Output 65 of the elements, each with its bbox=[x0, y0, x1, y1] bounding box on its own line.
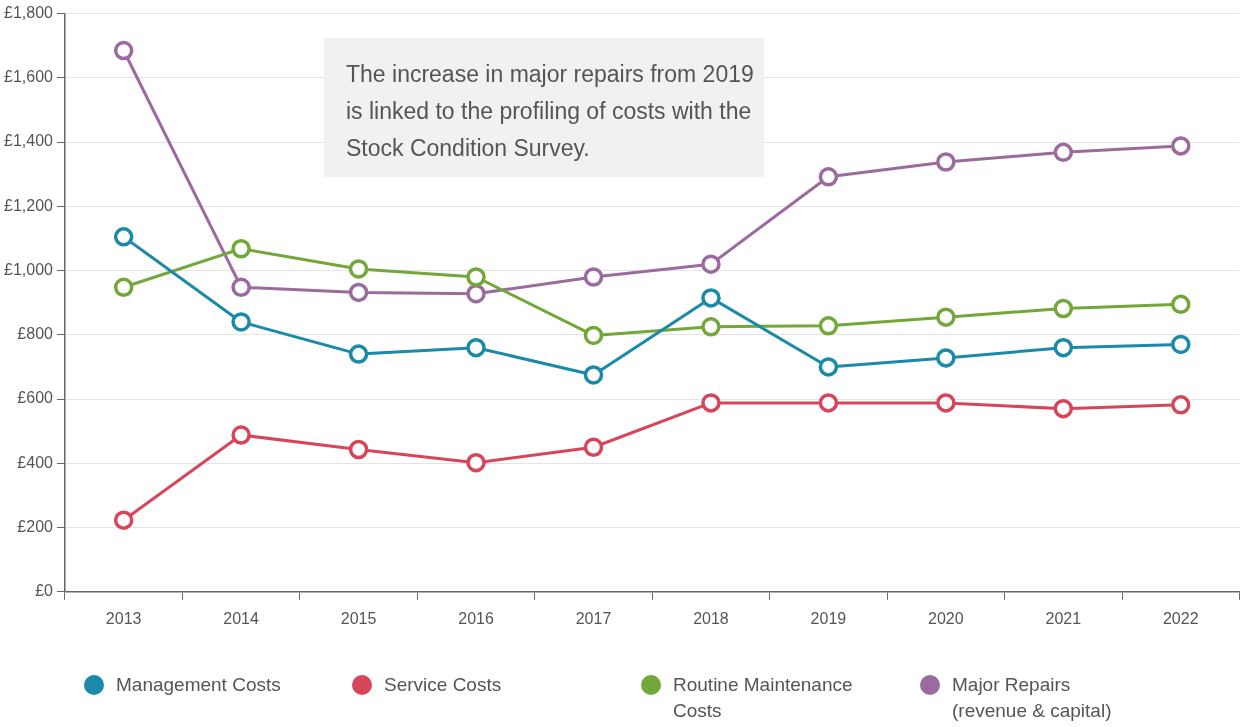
x-tick-label: 2022 bbox=[1162, 609, 1199, 627]
point bbox=[1171, 136, 1191, 156]
legend-label: Routine Maintenance Costs bbox=[673, 673, 854, 723]
point bbox=[113, 40, 134, 61]
y-tick-label: £1,400 bbox=[4, 132, 54, 150]
point bbox=[348, 259, 369, 279]
point bbox=[701, 254, 721, 274]
point bbox=[1171, 334, 1191, 355]
legend-label: Service Costs bbox=[384, 673, 502, 697]
point bbox=[701, 288, 721, 308]
point bbox=[936, 152, 956, 172]
point bbox=[231, 312, 251, 332]
x-tick-label: 2016 bbox=[458, 609, 494, 627]
annotation: The increase in major repairs from 2019 is linked to the profiling of costs with the Stock Condition Survey. bbox=[324, 38, 764, 177]
legend-label: Major Repairs (revenue & capital) bbox=[952, 673, 1113, 723]
point bbox=[1171, 395, 1191, 415]
point bbox=[818, 316, 839, 336]
point bbox=[231, 277, 251, 298]
point bbox=[466, 337, 486, 358]
point bbox=[1053, 398, 1074, 419]
x-tick-label: 2013 bbox=[105, 609, 142, 627]
point bbox=[348, 439, 369, 460]
x-tick-label: 2015 bbox=[340, 609, 377, 627]
x-tick-label: 2017 bbox=[575, 609, 612, 627]
point bbox=[583, 365, 604, 385]
point bbox=[466, 283, 486, 304]
x-tick-label: 2018 bbox=[693, 609, 729, 627]
x-tick-label: 2019 bbox=[810, 609, 847, 627]
point bbox=[231, 425, 251, 445]
y-tick-label: £800 bbox=[17, 325, 54, 343]
point bbox=[583, 437, 604, 457]
point bbox=[1171, 294, 1191, 315]
point bbox=[231, 238, 251, 259]
legend-label: Management Costs bbox=[116, 673, 281, 697]
point bbox=[1053, 298, 1074, 319]
point bbox=[936, 307, 956, 327]
x-tick-label: 2020 bbox=[928, 609, 964, 627]
point bbox=[113, 227, 134, 247]
y-tick-label: £400 bbox=[17, 453, 54, 471]
point bbox=[348, 282, 369, 303]
y-tick-label: £1,800 bbox=[4, 4, 54, 22]
y-tick-label: £1,600 bbox=[4, 68, 54, 86]
point bbox=[1053, 142, 1074, 163]
point bbox=[466, 452, 486, 473]
point bbox=[583, 325, 604, 346]
point bbox=[818, 357, 839, 377]
point bbox=[1053, 337, 1074, 358]
point bbox=[936, 348, 956, 368]
point bbox=[348, 344, 369, 364]
point bbox=[818, 393, 839, 413]
point bbox=[701, 317, 721, 337]
point bbox=[818, 167, 839, 187]
point bbox=[701, 393, 721, 413]
y-tick-label: £600 bbox=[17, 389, 54, 407]
point bbox=[583, 267, 604, 287]
point bbox=[466, 267, 486, 287]
point bbox=[113, 510, 134, 530]
x-tick-label: 2014 bbox=[223, 609, 260, 627]
y-tick-label: £0 bbox=[35, 582, 54, 600]
y-tick-label: £1,200 bbox=[4, 196, 54, 214]
point bbox=[936, 393, 956, 413]
y-tick-label: £200 bbox=[17, 517, 54, 535]
y-tick-label: £1,000 bbox=[4, 260, 54, 278]
x-tick-label: 2021 bbox=[1045, 609, 1082, 627]
point bbox=[113, 277, 134, 298]
